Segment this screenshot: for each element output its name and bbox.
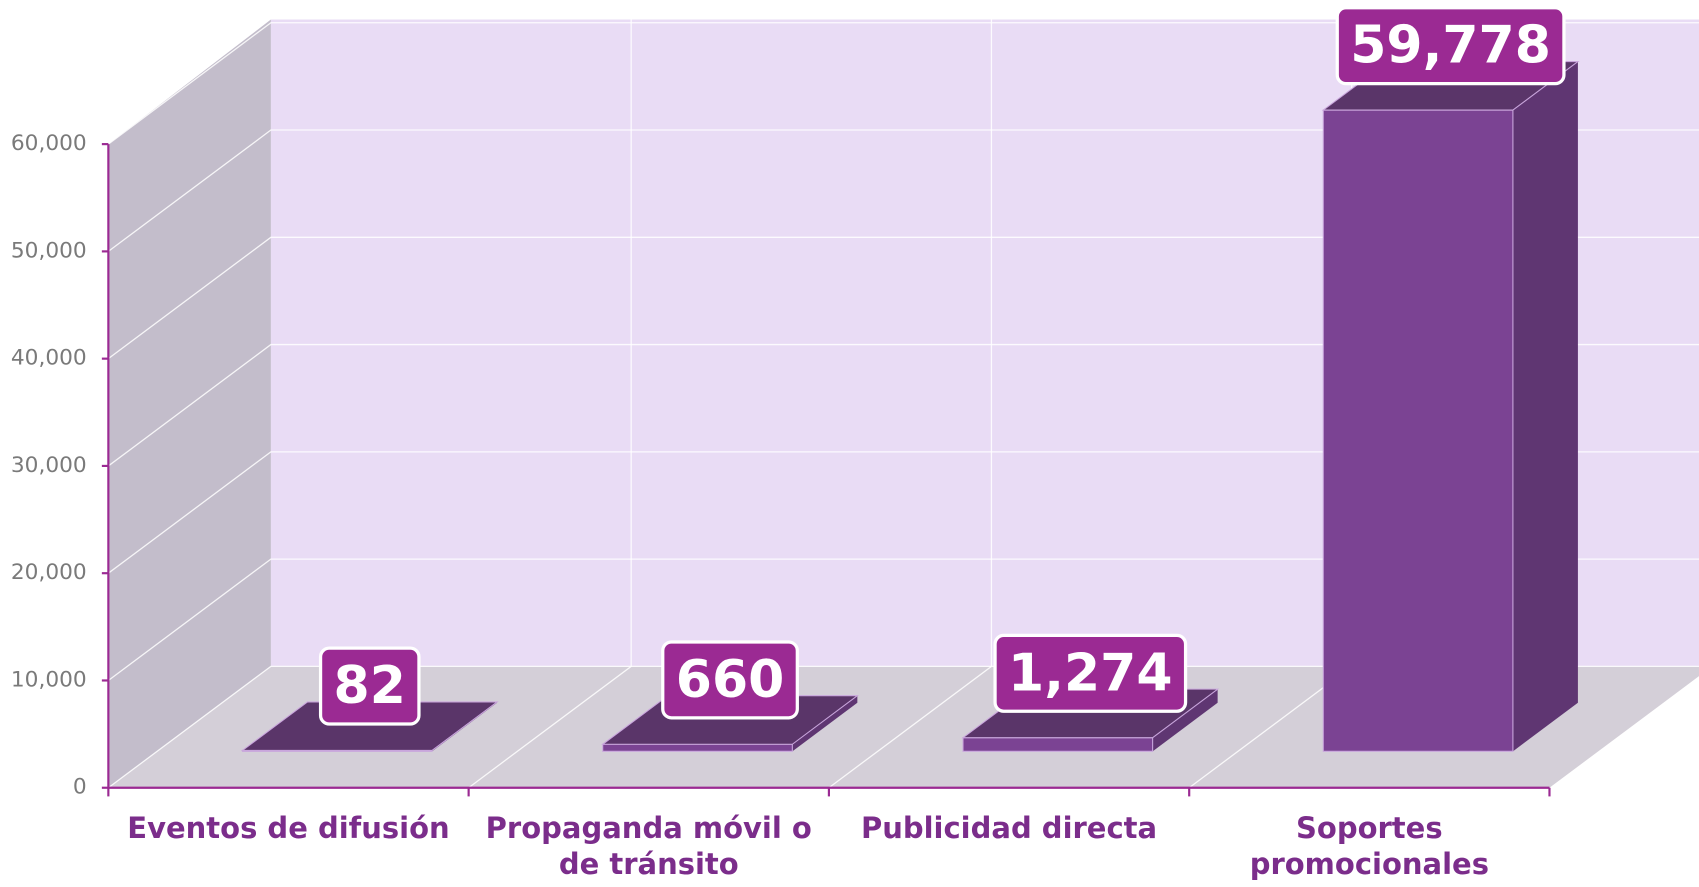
bar-front bbox=[602, 743, 793, 752]
category-divider bbox=[468, 19, 632, 789]
grid-line bbox=[107, 343, 1699, 467]
y-tick-label: 20,000 bbox=[11, 560, 87, 585]
value-label-text: 1,274 bbox=[1008, 643, 1172, 703]
y-tick-label: 0 bbox=[73, 775, 87, 800]
y-tick-label: 60,000 bbox=[11, 131, 87, 156]
y-tick-label: 30,000 bbox=[11, 453, 87, 478]
y-tick-label: 10,000 bbox=[11, 667, 87, 692]
grid-line bbox=[107, 451, 1699, 574]
value-label-box bbox=[1335, 6, 1566, 86]
x-tick-label: Publicidad directa bbox=[860, 811, 1158, 846]
value-label: 59,778 bbox=[1335, 6, 1566, 86]
bar-front bbox=[1322, 109, 1514, 752]
x-tick-label: Propaganda móvil o de tránsito bbox=[485, 811, 812, 882]
bar-side bbox=[1512, 61, 1578, 752]
value-label: 660 bbox=[661, 640, 799, 720]
floor bbox=[108, 666, 1699, 788]
x-tick-label: Soportes promocionales bbox=[1249, 811, 1489, 882]
x-tick-label: Eventos de difusión bbox=[127, 811, 450, 846]
plot: 0 10,000 20,000 30,000 40,000 50,000 60,000 82 6… bbox=[11, 6, 1699, 800]
value-label-text: 59,778 bbox=[1350, 16, 1551, 76]
value-label-text: 82 bbox=[334, 656, 406, 716]
grid-line bbox=[107, 558, 1699, 681]
y-tick-label: 40,000 bbox=[11, 346, 87, 371]
bar-front bbox=[962, 737, 1154, 752]
category-divider bbox=[828, 19, 993, 789]
bar-side bbox=[792, 695, 858, 752]
side-wall bbox=[108, 19, 271, 788]
value-label-text: 660 bbox=[676, 650, 785, 710]
grid-line bbox=[107, 129, 1699, 252]
bar-top bbox=[240, 701, 499, 751]
grid-line bbox=[107, 22, 1699, 145]
y-tick-label: 50,000 bbox=[11, 238, 87, 263]
value-label: 1,274 bbox=[993, 633, 1188, 713]
value-label-box bbox=[993, 633, 1188, 713]
grid-line bbox=[107, 665, 1699, 789]
bar-side bbox=[1152, 689, 1218, 752]
grid-line bbox=[107, 236, 1699, 360]
value-label-box bbox=[318, 646, 421, 726]
value-label-box bbox=[661, 640, 799, 720]
value-label: 82 bbox=[318, 646, 421, 726]
